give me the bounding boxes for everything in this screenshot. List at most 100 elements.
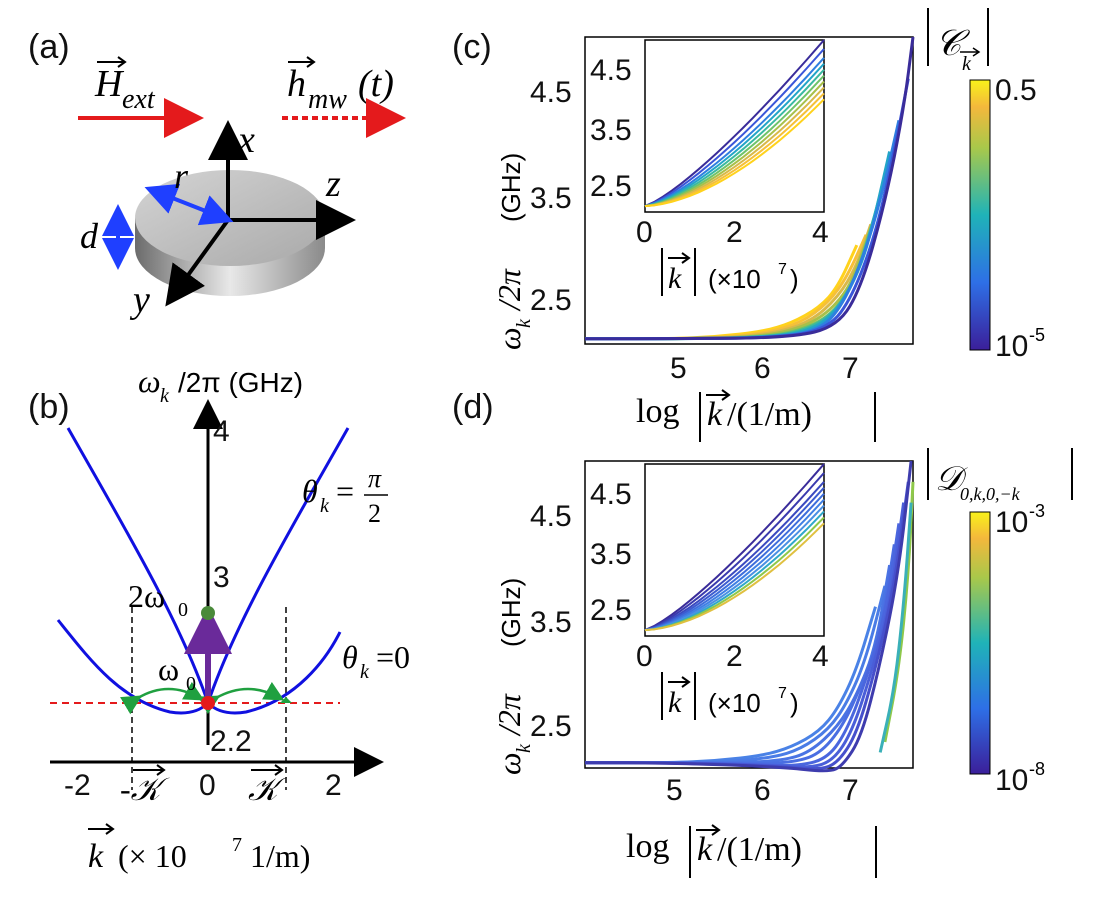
c-ylabel-rest: /2π <box>491 268 527 312</box>
c-cbar-title-arrow <box>960 47 981 57</box>
d-curves-series-8 <box>585 460 913 773</box>
b-xtick-2: 2 <box>325 769 342 802</box>
c-inset-xtick-2: 2 <box>726 216 743 249</box>
b-xlabel-k: k <box>88 838 104 875</box>
radius-arrow <box>144 183 234 226</box>
c-inset-curves-curve-1 <box>644 39 825 208</box>
h-ext-label: H <box>94 63 125 105</box>
thickness-label: d <box>80 216 99 256</box>
d-inset-curves-curve-2 <box>644 472 825 632</box>
panel-d: (d) ω k /2π (GHz) 4.5 3.5 2.5 5 6 7 4.5 … <box>452 388 1073 878</box>
b-ytick-2-2: 2.2 <box>210 725 252 758</box>
c-xlabel-log: log <box>636 393 679 430</box>
b-ytick-4: 4 <box>213 415 230 448</box>
c-ytick-45: 4.5 <box>530 76 572 109</box>
d-inset-xtick-2: 2 <box>726 640 743 673</box>
h-mw-vector-arrow <box>288 56 316 68</box>
c-inset-ytick-25: 2.5 <box>590 170 632 203</box>
c-curves-series-10 <box>585 36 915 341</box>
b-omega0-point <box>201 696 215 710</box>
b-k-minus-arrow <box>133 764 166 776</box>
c-ytick-25: 2.5 <box>530 284 572 317</box>
b-2omega0-point <box>201 606 215 620</box>
d-inset-curves-curve-5 <box>644 493 825 632</box>
d-inset-curves-curve-1 <box>644 463 825 632</box>
c-inset-area <box>644 39 825 213</box>
d-curves-series-9 <box>883 481 915 743</box>
c-inset-xlabel-rest: (×10 <box>708 264 761 294</box>
c-xlabel-unit: /(1/m) <box>727 396 812 433</box>
b-ylabel-omega: ω <box>138 363 161 399</box>
b-curve-theta-0 <box>56 619 342 715</box>
c-cbar-bottom-exp: -5 <box>1029 325 1045 345</box>
d-cbar-top: 10 <box>995 506 1028 539</box>
b-theta-pi2-num: π <box>368 464 382 493</box>
h-mw-sub: mw <box>308 84 347 115</box>
b-xtick-m2: -2 <box>64 769 91 802</box>
d-inset-curves-curve-3 <box>644 481 825 632</box>
b-ylabel-sub: k <box>160 385 170 407</box>
d-inset-xlabel-exp: 7 <box>778 685 787 702</box>
panel-b: (b) ω k /2π (GHz) 4 3 2.2 -2 0 2 <box>28 363 410 875</box>
panel-a-label: (a) <box>28 28 70 66</box>
d-xtick-7: 7 <box>842 774 859 807</box>
d-xlabel-log: log <box>626 828 669 865</box>
b-theta-0-sub: k <box>360 661 370 683</box>
c-cbar-bottom: 10 <box>995 330 1028 363</box>
panel-a: (a) H ext h mw (t) x z y r d <box>28 28 406 321</box>
b-2omega-sub: 0 <box>178 599 188 621</box>
d-inset-xlabel-close: ) <box>790 688 799 718</box>
c-xtick-5: 5 <box>670 352 687 385</box>
d-inset-curves <box>644 463 825 632</box>
c-inset-k-arrow <box>668 252 691 264</box>
b-theta-pi2-sub: k <box>320 495 330 517</box>
axis-x-label: x <box>237 119 255 161</box>
d-ytick-25: 2.5 <box>530 710 572 743</box>
c-ylabel: ω k /2π (GHz) <box>491 153 535 350</box>
c-ylabel-sub: k <box>513 318 535 328</box>
b-xlabel-unit: 1/m) <box>250 838 310 874</box>
axis-y-arrow <box>165 218 230 307</box>
d-cbar-bottom-exp: -8 <box>1029 759 1045 779</box>
c-inset-curves-curve-4 <box>644 63 825 208</box>
d-inset-xlabel-rest: (×10 <box>708 688 761 718</box>
d-ylabel-sub: k <box>513 743 535 753</box>
c-ylabel-unit: (GHz) <box>496 153 526 222</box>
c-cbar-top: 0.5 <box>995 74 1037 107</box>
b-omega0-label: ω <box>158 651 179 687</box>
b-omega0-sub: 0 <box>186 673 196 695</box>
c-ytick-35: 3.5 <box>530 182 572 215</box>
d-inset-curves-curve-10 <box>644 522 825 632</box>
h-mw-arg: (t) <box>358 63 394 105</box>
c-xlabel-k: k <box>707 396 723 433</box>
c-inset-curves-curve-3 <box>644 57 825 208</box>
d-ylabel-rest: /2π <box>491 693 527 737</box>
d-colorbar <box>969 511 991 775</box>
panel-d-label: (d) <box>452 388 494 426</box>
c-inset-curves-curve-6 <box>644 74 825 208</box>
d-curves-series-10 <box>878 502 913 753</box>
c-inset-xlabel-k: k <box>668 262 682 295</box>
b-xtick-0: 0 <box>199 769 216 802</box>
b-theta-pi2-label: θ <box>302 473 318 509</box>
c-curves <box>585 36 915 341</box>
b-green-arrow-right <box>198 681 285 715</box>
d-xlabel-k: k <box>697 831 713 868</box>
d-inset-xtick-0: 0 <box>636 640 653 673</box>
b-2omega-label: 2ω <box>128 578 165 614</box>
b-xlabel-rest: (× 10 <box>118 838 187 874</box>
panel-c: (c) ω k /2π (GHz) 4.5 3.5 2.5 5 6 7 4.5 … <box>452 8 1045 442</box>
d-xlabel-k-arrow <box>696 824 721 836</box>
d-inset-k-arrow <box>668 676 691 688</box>
c-inset-curves-curve-10 <box>644 98 825 208</box>
c-xlabel-k-arrow <box>706 389 731 401</box>
c-cbar-title-sub: k <box>962 53 972 75</box>
b-theta-pi2-eq: = <box>336 473 354 509</box>
c-inset-xlabel-exp: 7 <box>778 261 787 278</box>
d-curves <box>585 460 915 773</box>
d-cbar-title-sub: 0,k,0,−k <box>960 484 1021 504</box>
b-green-tick-left <box>126 697 138 703</box>
d-inset-xtick-4: 4 <box>812 640 829 673</box>
panel-b-label: (b) <box>28 388 70 426</box>
c-inset-curves-curve-2 <box>644 48 825 208</box>
